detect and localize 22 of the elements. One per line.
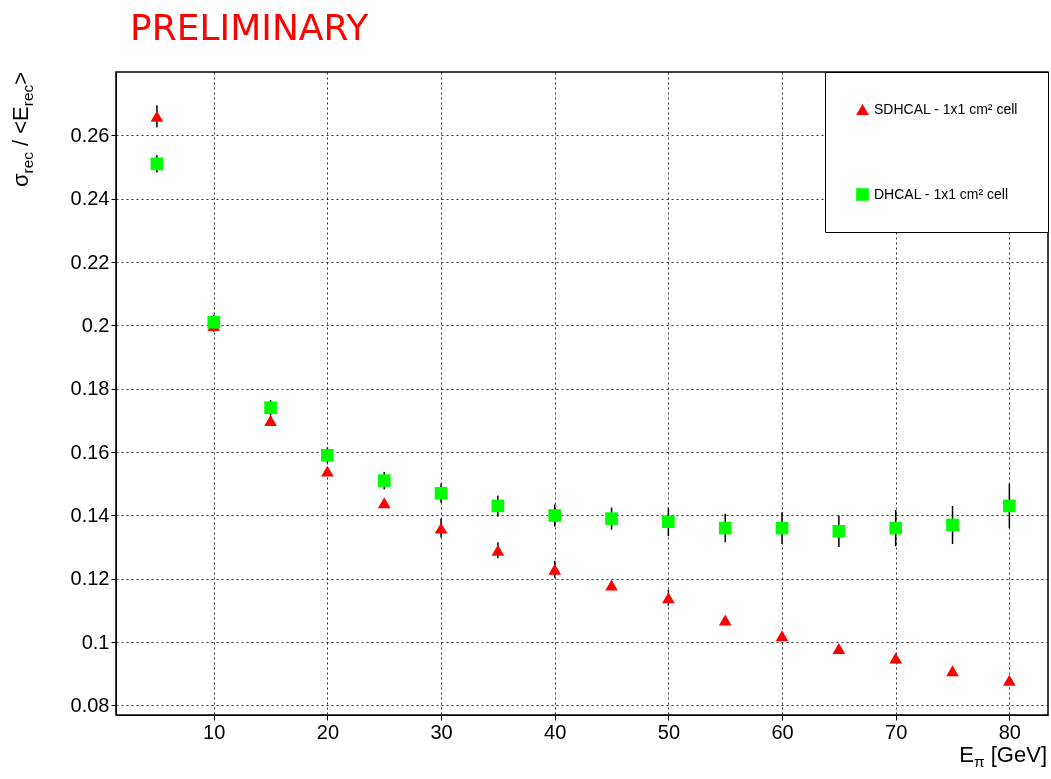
y-tick-label: 0.18 [70,377,110,400]
y-tick-label: 0.1 [81,630,110,653]
y-tick-label: 0.22 [70,250,110,273]
y-tick-label: 0.24 [70,187,110,210]
x-tick-label: 20 [316,720,340,743]
y-tick-label: 0.08 [70,694,110,716]
y-tick-label: 0.26 [70,123,110,146]
y-tick-label: 0.2 [81,313,110,336]
legend-label: DHCAL - 1x1 cm² cell [874,185,1009,202]
x-tick-label: 60 [771,720,794,743]
chart-title: PRELIMINARY [130,6,370,48]
x-tick-label: 50 [657,720,681,743]
x-tick-label: 30 [430,720,453,743]
y-tick-label: 0.14 [70,503,110,526]
x-tick-label: 10 [203,720,226,743]
x-axis-title: E$_{π}$ [GeV] [959,742,1047,772]
y-tick-label: 0.16 [70,440,110,463]
x-tick-label: 70 [885,720,908,743]
y-tick-label: 0.12 [70,567,110,590]
legend-label: SDHCAL - 1x1 cm² cell [874,100,1018,117]
x-tick-label: 80 [998,720,1021,743]
x-tick-label: 40 [544,720,567,743]
